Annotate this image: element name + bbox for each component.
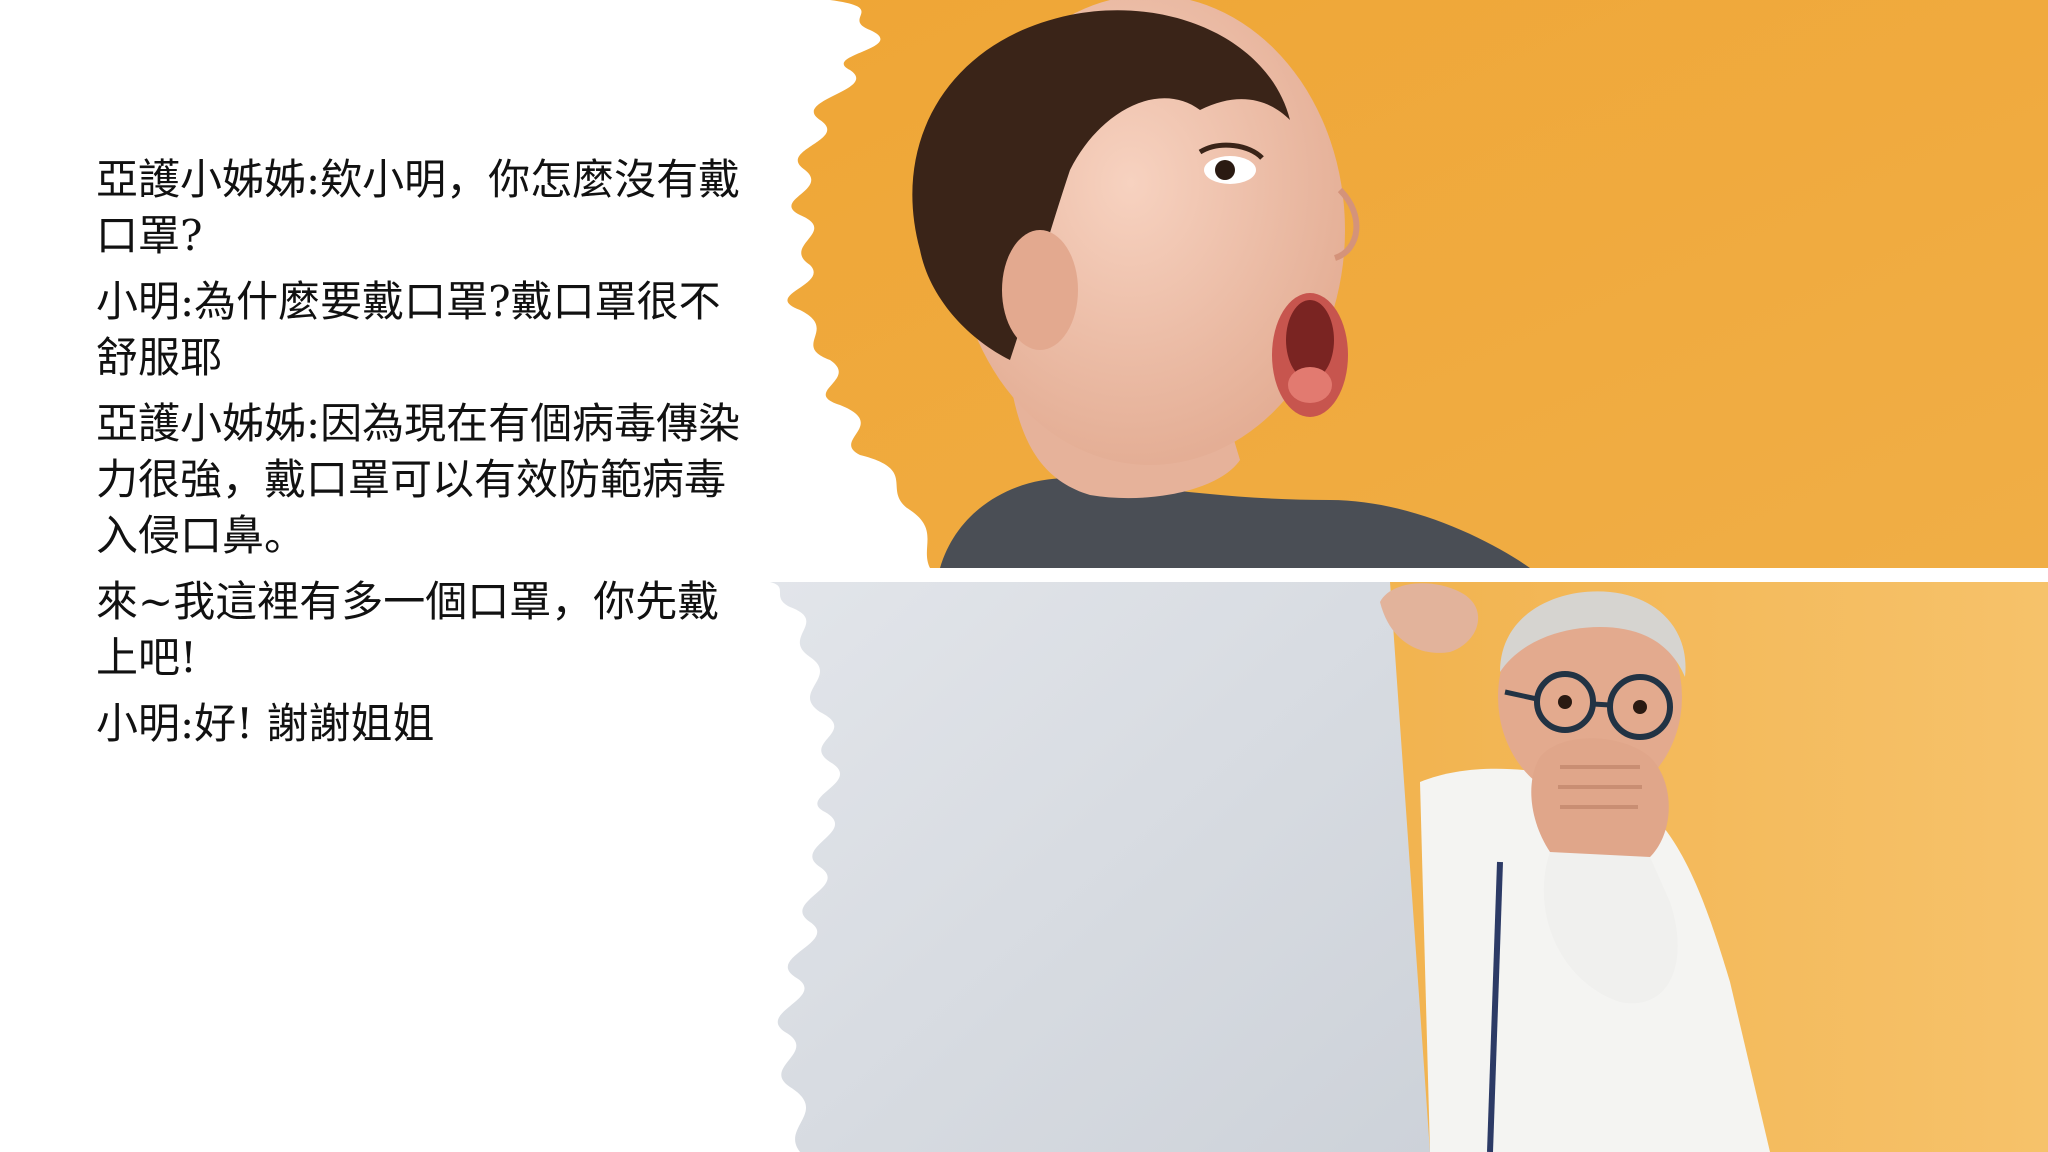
dialogue-line: 亞護小姊姊:欸小明，你怎麼沒有戴口罩? — [96, 155, 741, 260]
dialogue-line: 亞護小姊姊:因為現在有個病毒傳染力很強，戴口罩可以有效防範病毒入侵口鼻。 — [96, 399, 741, 560]
dialogue-text: 亞護小姊姊:欸小明，你怎麼沒有戴口罩? 小明:為什麼要戴口罩?戴口罩很不舒服耶 … — [96, 152, 746, 762]
dialogue-line: 來~我這裡有多一個口罩，你先戴上吧! — [96, 577, 720, 682]
dialogue-line: 小明:為什麼要戴口罩?戴口罩很不舒服耶 — [96, 277, 721, 382]
dialogue-line: 小明:好! 謝謝姐姐 — [96, 699, 435, 748]
surprised-child-photo — [787, 0, 2048, 568]
surprised-senior-man-photo — [770, 582, 2048, 1152]
